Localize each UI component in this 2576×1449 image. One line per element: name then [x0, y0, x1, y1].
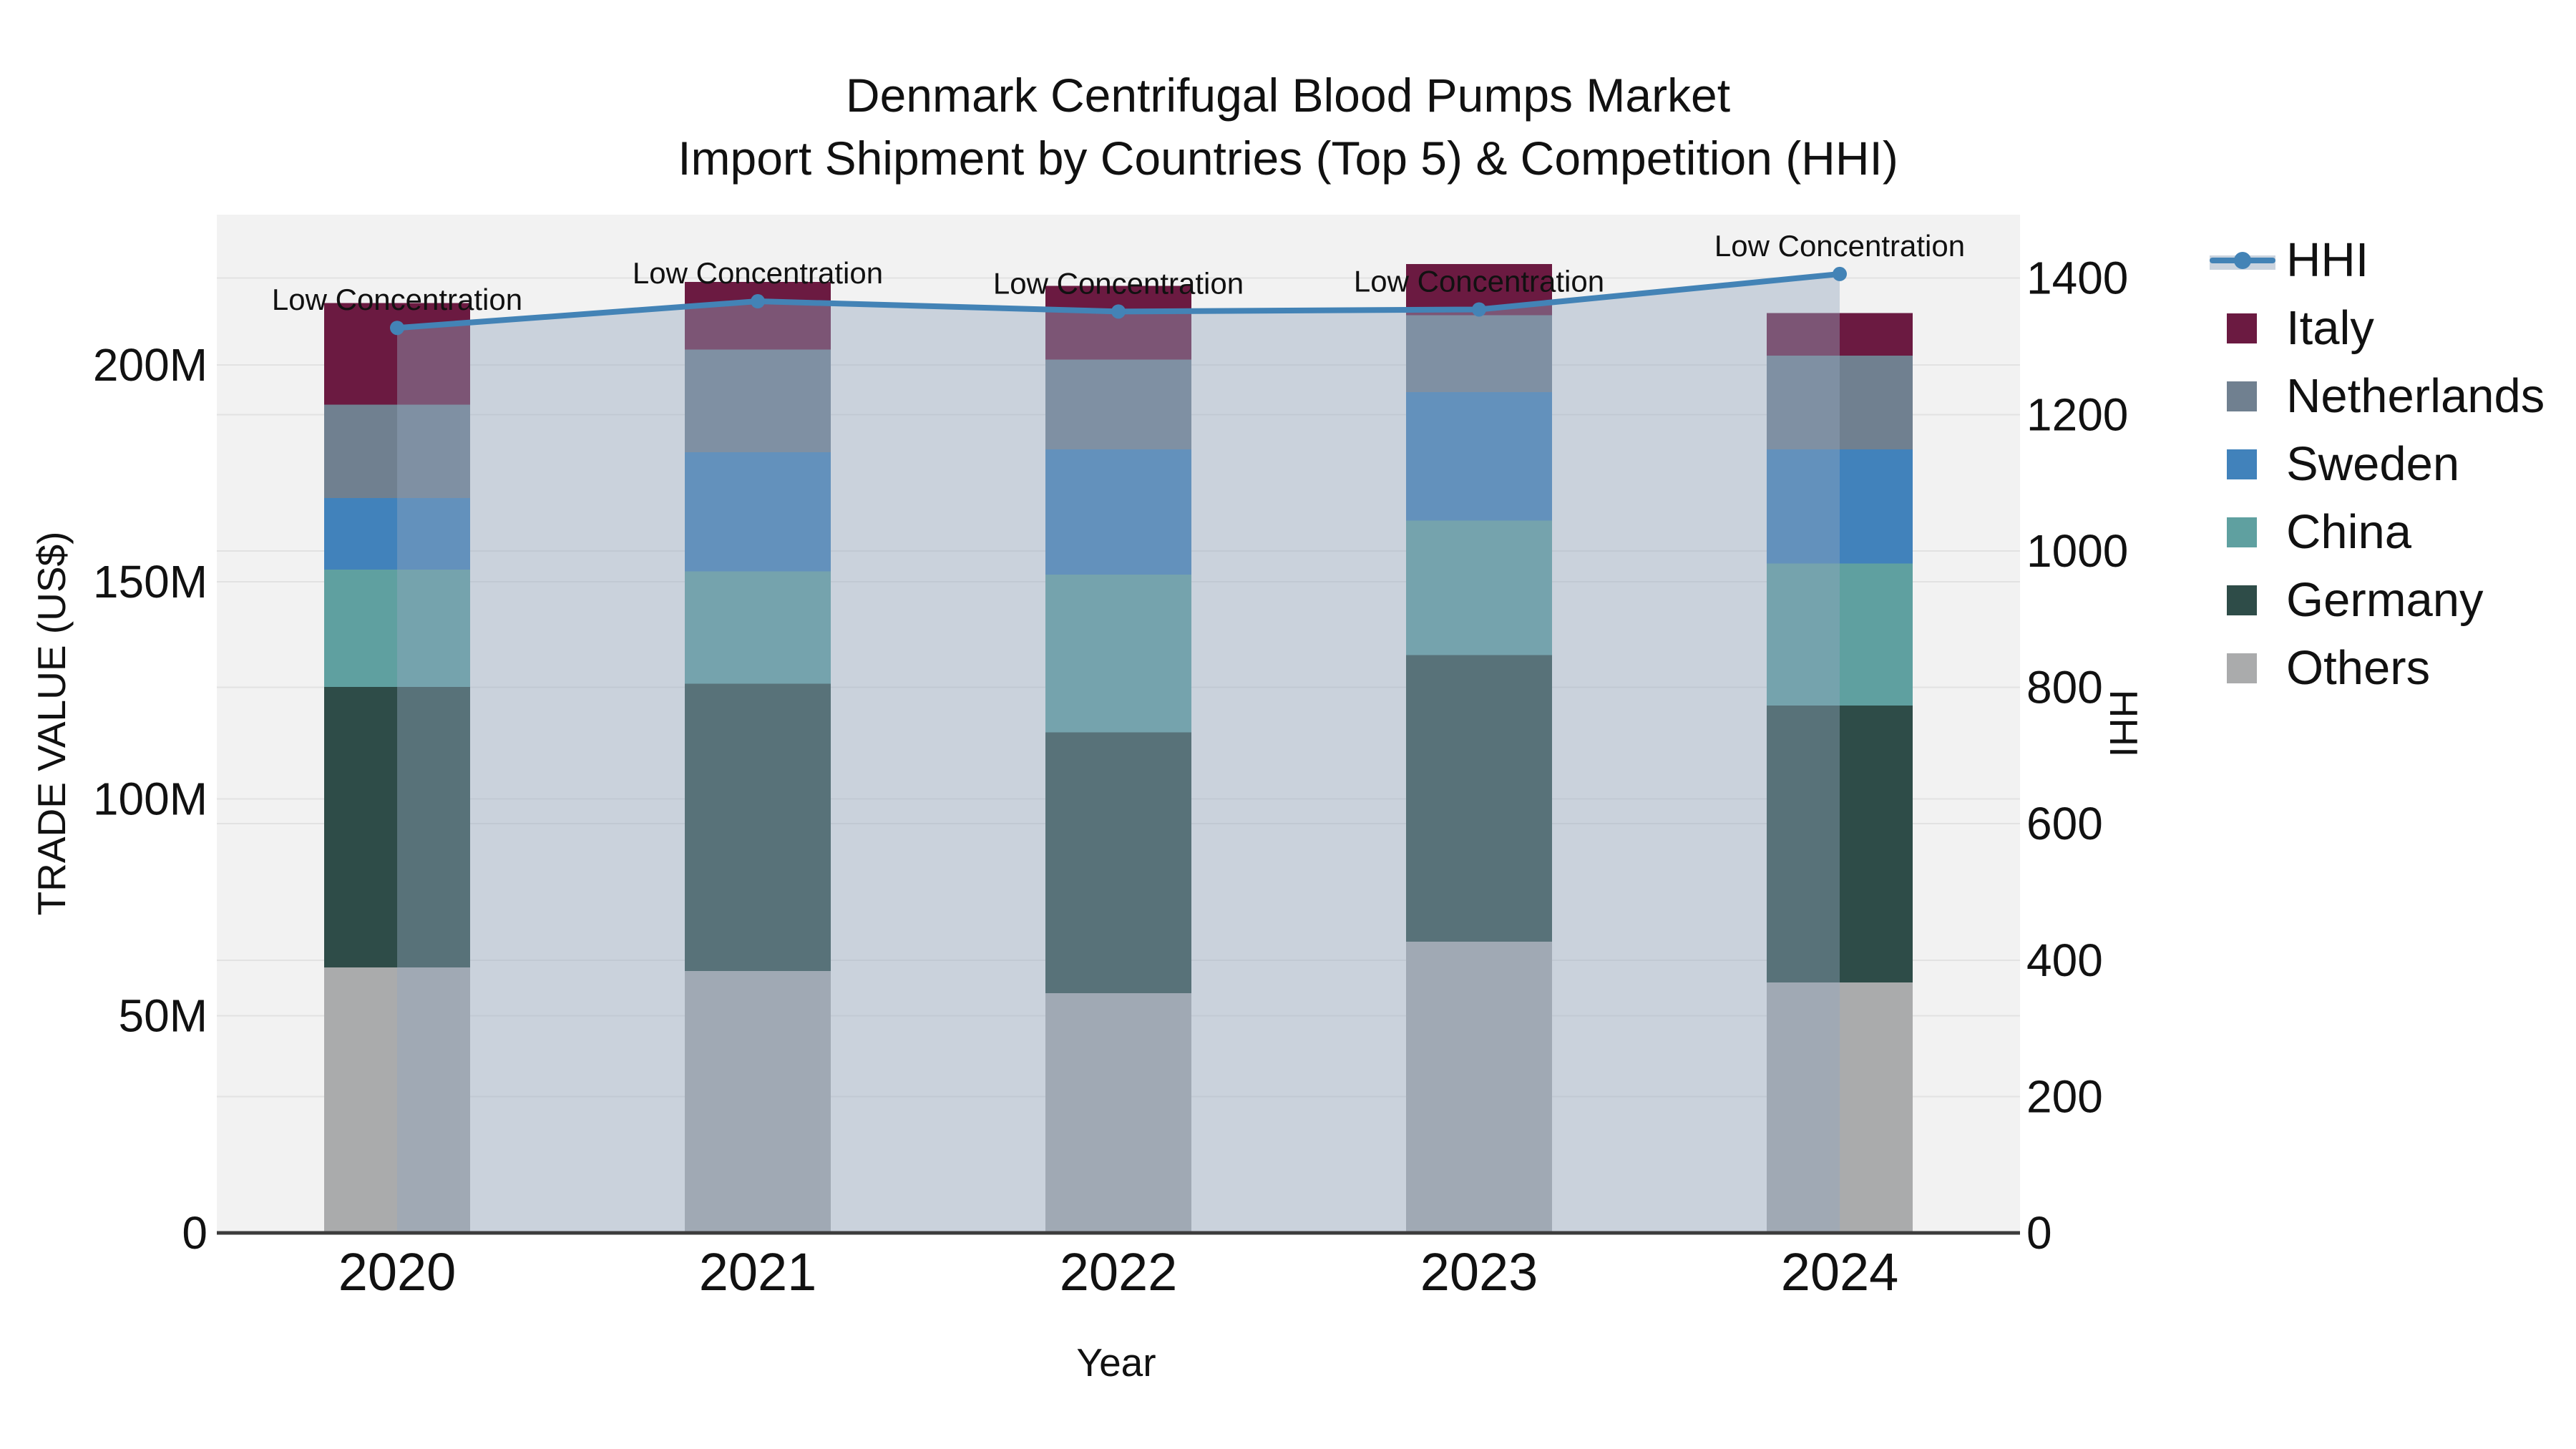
y-right-tick-label: 0 — [2026, 1207, 2052, 1259]
hhi-line-series — [390, 266, 1847, 336]
y-left-tick-label: 200M — [93, 339, 208, 391]
bar-2022-sweden — [1045, 449, 1191, 575]
x-tick-label-2024: 2024 — [1781, 1242, 1899, 1302]
legend-item-china: China — [2210, 505, 2545, 559]
legend-label: Netherlands — [2286, 369, 2545, 423]
bar-2023-china — [1406, 520, 1552, 655]
color-swatch — [2227, 653, 2257, 683]
hhi-marker-2024 — [1833, 266, 1847, 281]
color-swatch — [2227, 517, 2257, 547]
annotation-low-concentration: Low Concentration — [1714, 229, 1965, 263]
legend-item-others: Others — [2210, 641, 2545, 695]
bar-2020-germany — [324, 686, 470, 967]
bar-2024-china — [1767, 563, 1913, 706]
legend-label: Italy — [2286, 301, 2374, 355]
y-right-tick-label: 400 — [2026, 935, 2103, 986]
bar-2020-sweden — [324, 498, 470, 570]
bar-2021-sweden — [685, 452, 831, 572]
y-left-tick-label: 100M — [93, 773, 208, 824]
legend-item-germany: Germany — [2210, 573, 2545, 627]
hhi-marker-2021 — [751, 294, 765, 309]
x-tick-label-2020: 2020 — [338, 1242, 457, 1302]
annotation-low-concentration: Low Concentration — [1354, 264, 1604, 298]
y-right-tick-label: 1400 — [2026, 253, 2128, 304]
hhi-marker-2023 — [1472, 302, 1486, 317]
bar-2021-netherlands — [685, 349, 831, 452]
y-right-tick-label: 1200 — [2026, 389, 2128, 440]
x-tick-label-2022: 2022 — [1060, 1242, 1178, 1302]
bar-2020-china — [324, 570, 470, 687]
x-axis-title: Year — [1076, 1340, 1156, 1385]
annotation-low-concentration: Low Concentration — [993, 266, 1244, 300]
bar-2022-china — [1045, 574, 1191, 733]
x-tick-label-2021: 2021 — [699, 1242, 817, 1302]
bar-2021-others — [685, 971, 831, 1233]
bar-2020-italy — [324, 303, 470, 405]
legend: HHI Italy Netherlands Sweden China Germa… — [2210, 233, 2545, 695]
hhi-marker-icon — [2234, 252, 2251, 269]
bar-2022-others — [1045, 993, 1191, 1233]
chart-title-line1: Denmark Centrifugal Blood Pumps Market — [845, 69, 1731, 122]
y-axis-title-left: TRADE VALUE (US$) — [29, 531, 74, 916]
color-swatch — [2227, 381, 2257, 411]
hhi-area-fill — [397, 273, 1840, 1234]
legend-item-netherlands: Netherlands — [2210, 369, 2545, 423]
bar-2024-others — [1767, 982, 1913, 1233]
legend-item-italy: Italy — [2210, 301, 2545, 355]
legend-item-hhi: HHI — [2210, 233, 2545, 287]
bar-2024-netherlands — [1767, 356, 1913, 450]
y-left-tick-label: 0 — [182, 1207, 208, 1259]
chart-title-line2: Import Shipment by Countries (Top 5) & C… — [678, 132, 1898, 185]
bar-2023-germany — [1406, 655, 1552, 942]
y-right-tick-label: 1000 — [2026, 525, 2128, 577]
y-left-tick-label: 50M — [119, 990, 208, 1042]
bar-2024-sweden — [1767, 449, 1913, 564]
color-swatch — [2227, 585, 2257, 615]
bar-2022-italy — [1045, 286, 1191, 360]
annotation-low-concentration: Low Concentration — [633, 256, 883, 290]
bar-2024-italy — [1767, 313, 1913, 356]
y-left-tick-label: 150M — [93, 556, 208, 608]
legend-label: Others — [2286, 641, 2431, 695]
legend-item-sweden: Sweden — [2210, 437, 2545, 491]
hhi-marker-2022 — [1111, 304, 1126, 319]
bar-2022-germany — [1045, 732, 1191, 994]
bar-2023-others — [1406, 941, 1552, 1233]
x-tick-label-2023: 2023 — [1420, 1242, 1538, 1302]
bar-2022-netherlands — [1045, 359, 1191, 450]
bar-2020-netherlands — [324, 404, 470, 499]
bar-2023-sweden — [1406, 392, 1552, 521]
color-swatch — [2227, 449, 2257, 479]
legend-label: China — [2286, 505, 2412, 559]
color-swatch — [2227, 313, 2257, 343]
hhi-line-icon — [2210, 244, 2275, 277]
bar-2023-netherlands — [1406, 315, 1552, 393]
stacked-bars — [324, 264, 1913, 1233]
bar-2024-germany — [1767, 706, 1913, 983]
hhi-marker-2020 — [390, 321, 404, 336]
bar-2021-italy — [685, 282, 831, 350]
legend-label: HHI — [2286, 233, 2369, 287]
y-right-tick-label: 800 — [2026, 662, 2103, 713]
y-right-tick-label: 200 — [2026, 1070, 2103, 1122]
y-axis-title-right: HHI — [2102, 689, 2146, 758]
legend-label: Germany — [2286, 573, 2484, 627]
axes: 0 50M 100M 150M 200M 0 200 400 600 800 1000 1200 140… — [93, 253, 2128, 1302]
bar-2020-others — [324, 967, 470, 1233]
y-right-tick-label: 600 — [2026, 798, 2103, 849]
bar-2021-germany — [685, 683, 831, 972]
bar-2021-china — [685, 571, 831, 684]
legend-label: Sweden — [2286, 437, 2460, 491]
annotation-low-concentration: Low Concentration — [272, 283, 522, 316]
hhi-area — [397, 273, 1840, 1234]
annotations: Low Concentration Low Concentration Low Co… — [272, 229, 1965, 316]
